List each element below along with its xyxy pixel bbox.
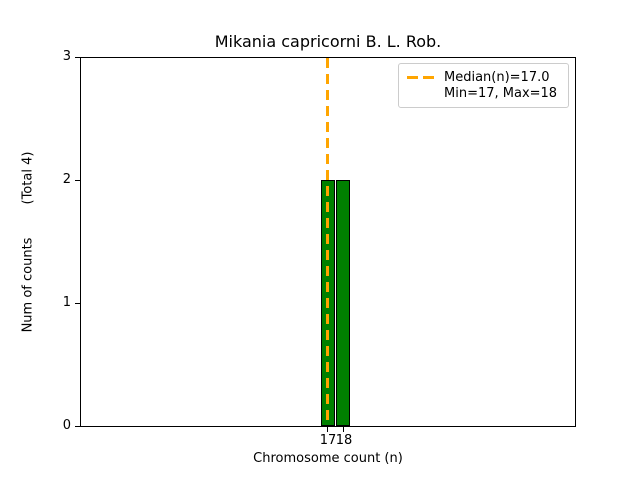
y-axis-label: Num of counts (Total 4) — [20, 151, 36, 333]
legend-entry-minmax: Min=17, Max=18 — [407, 86, 560, 103]
legend-handle-spacer — [407, 92, 434, 95]
legend: Median(n)=17.0 Min=17, Max=18 — [398, 63, 569, 108]
legend-entry-median: Median(n)=17.0 — [407, 69, 560, 86]
y-tick-label-1: 1 — [62, 295, 71, 310]
plot-area: Median(n)=17.0 Min=17, Max=18 — [80, 57, 576, 427]
y-tick-mark-0 — [75, 426, 80, 427]
median-dashed-line-sample — [407, 75, 434, 79]
median-line — [326, 58, 329, 426]
y-tick-mark-2 — [75, 180, 80, 181]
legend-dash-icon — [423, 75, 434, 79]
y-tick-mark-1 — [75, 303, 80, 304]
y-tick-mark-3 — [75, 57, 80, 58]
legend-median-label: Median(n)=17.0 — [444, 69, 550, 85]
legend-dash-icon — [407, 75, 418, 79]
bar-18 — [336, 180, 350, 426]
y-tick-label-0: 0 — [62, 418, 71, 433]
legend-minmax-label: Min=17, Max=18 — [444, 86, 558, 102]
x-tick-mark-18 — [343, 427, 344, 432]
x-tick-mark-17 — [327, 427, 328, 432]
y-tick-label-3: 3 — [62, 49, 71, 64]
y-tick-label-2: 2 — [62, 172, 71, 187]
x-axis-label: Chromosome count (n) — [253, 451, 403, 466]
x-tick-label-17: 17 — [319, 433, 337, 448]
chart-title: Mikania capricorni B. L. Rob. — [214, 32, 442, 51]
x-tick-label-18: 18 — [335, 433, 353, 448]
